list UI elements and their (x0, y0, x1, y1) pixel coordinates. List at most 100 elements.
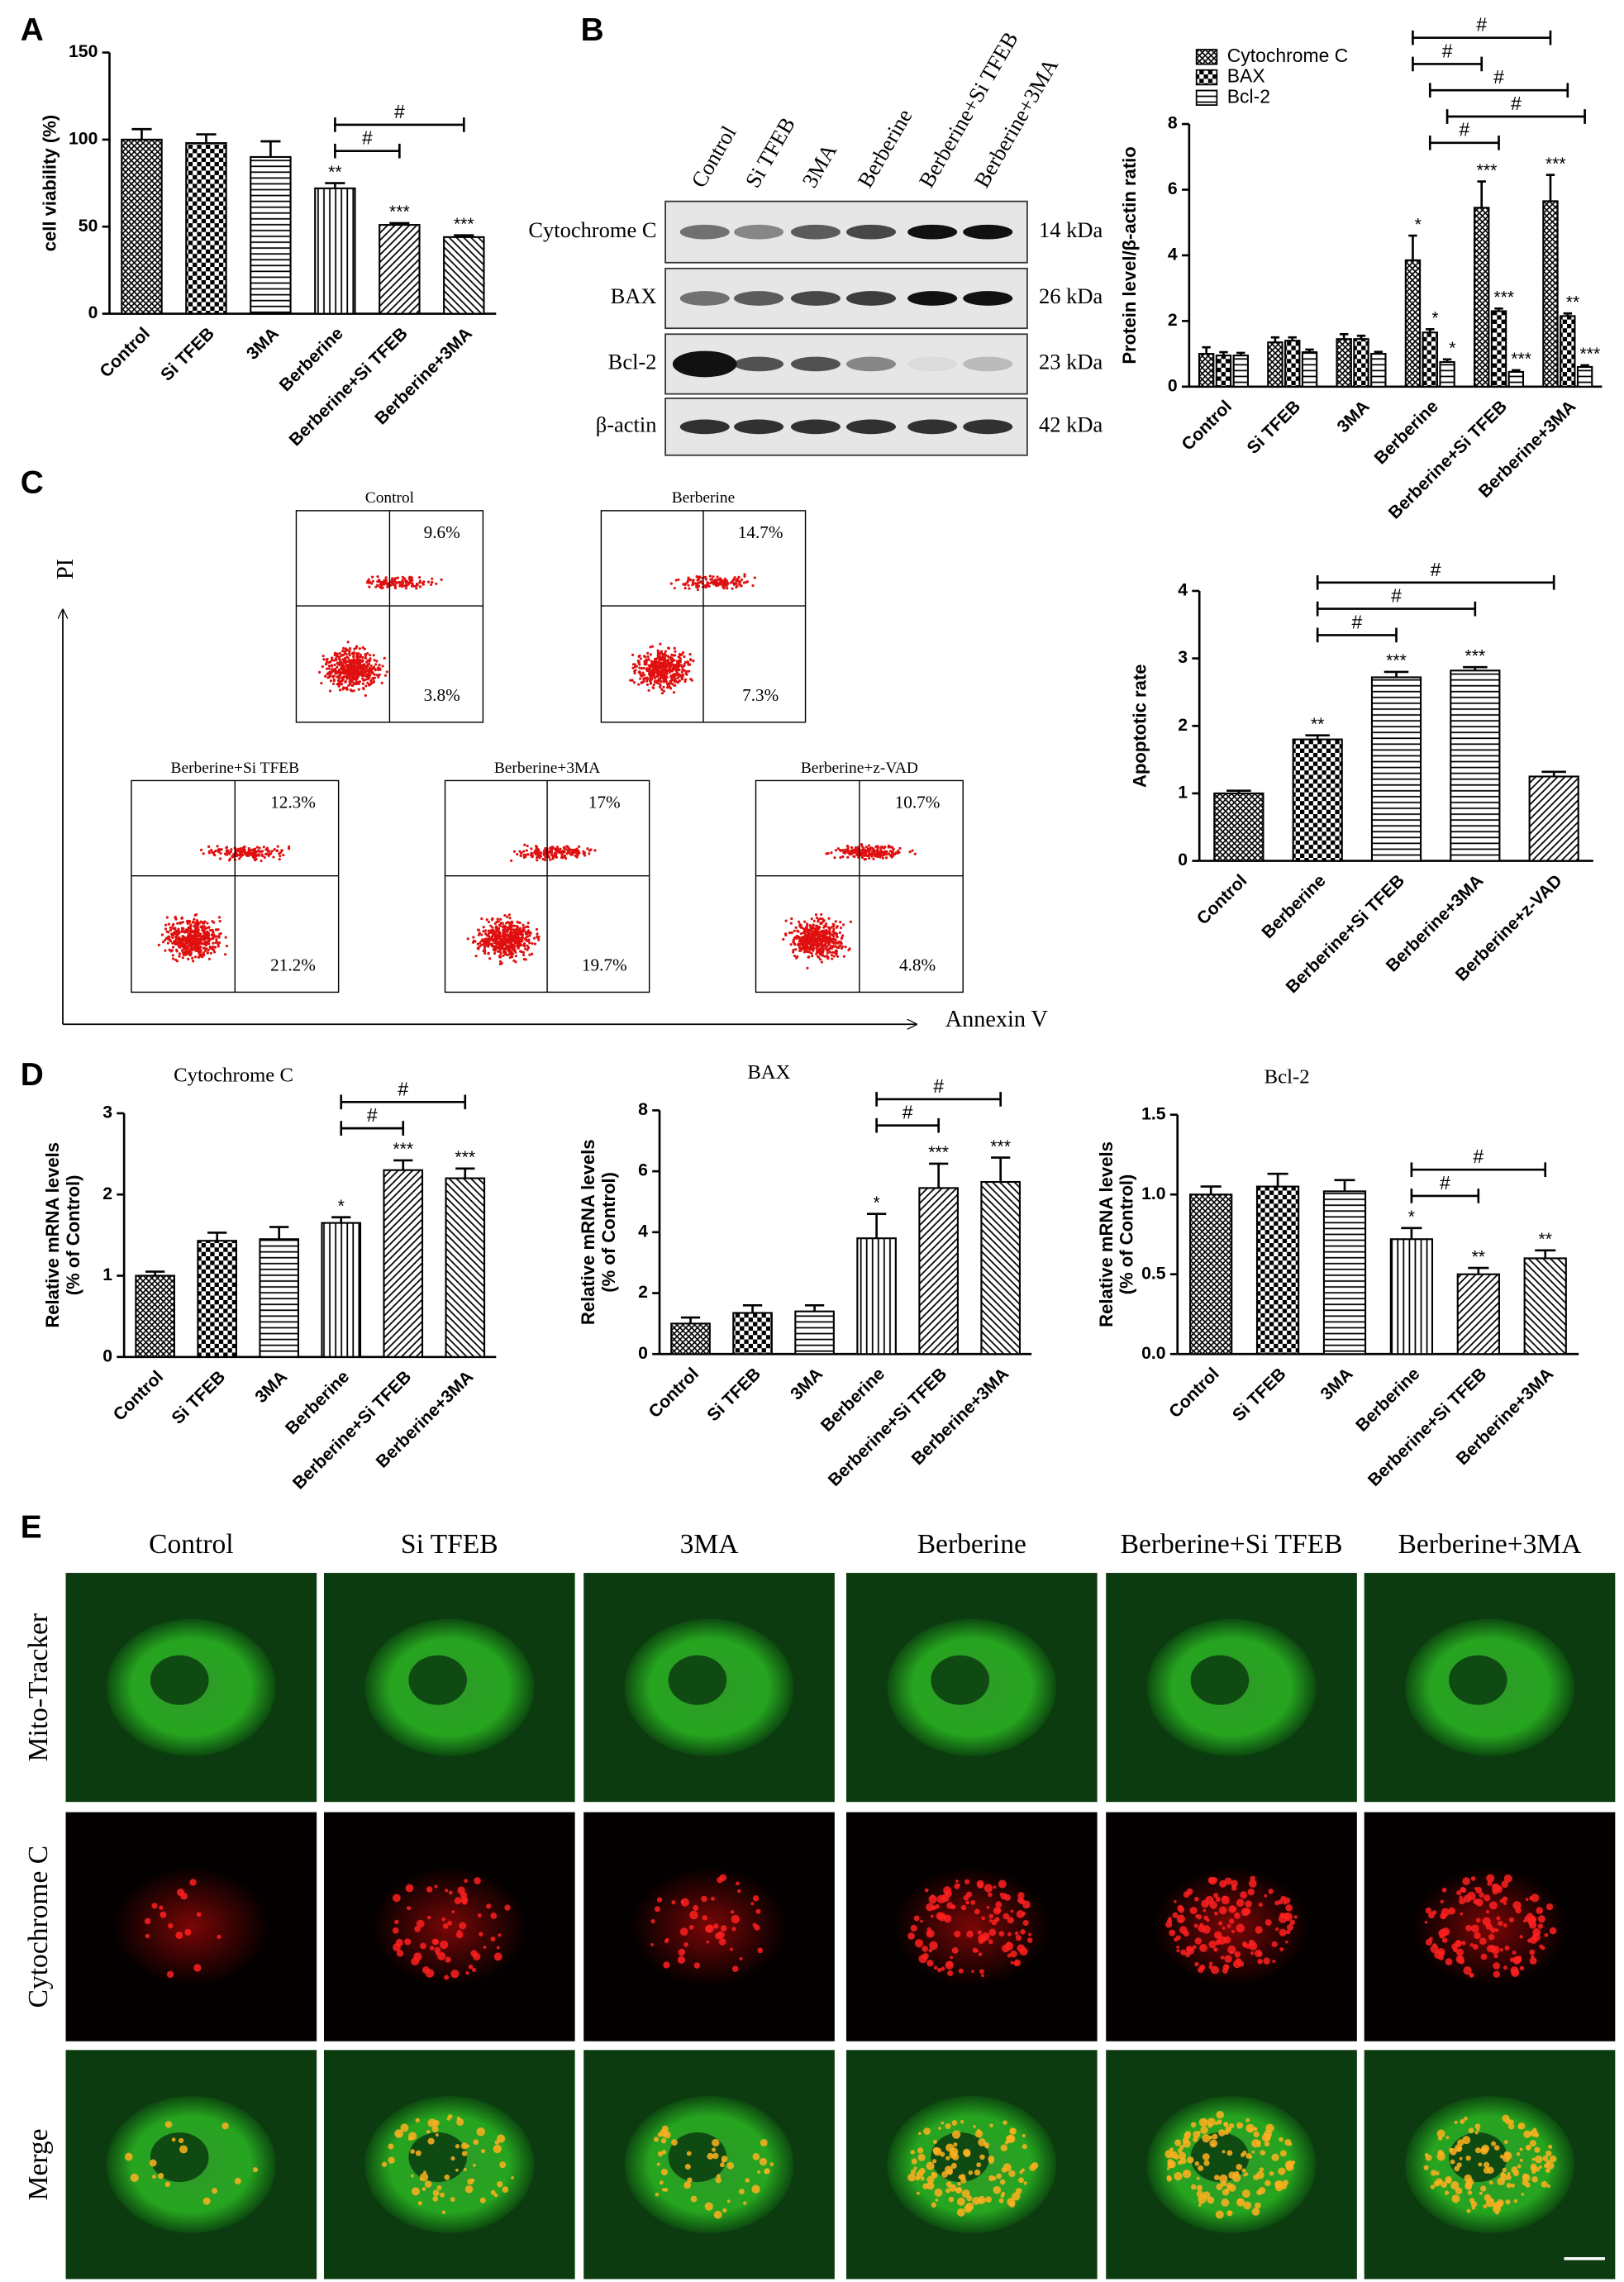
significance-bracket (875, 1117, 940, 1133)
bar (1528, 775, 1579, 862)
panel-label: E (21, 1509, 42, 1545)
flow-event (189, 941, 193, 945)
flow-event (512, 924, 516, 927)
flow-event (830, 926, 833, 929)
red-puncta (441, 1917, 445, 1922)
flow-event (241, 853, 245, 856)
flow-event (820, 946, 823, 950)
merge-puncta (415, 2150, 421, 2156)
bracket-label: # (398, 1078, 408, 1099)
flow-event (817, 949, 821, 952)
flow-event (359, 663, 362, 667)
flow-event (816, 929, 819, 933)
flow-event (502, 932, 505, 936)
flow-event (531, 855, 535, 858)
red-puncta (955, 1879, 959, 1884)
red-puncta (1502, 1896, 1508, 1903)
flow-event (348, 674, 351, 678)
merge-puncta (743, 2201, 747, 2205)
merge-puncta (1012, 2192, 1021, 2201)
flow-event (171, 957, 175, 960)
merge-puncta (690, 2195, 698, 2203)
flow-event (646, 651, 650, 655)
y-tick-label: 4 (1178, 581, 1188, 600)
merge-puncta (917, 2153, 926, 2161)
flow-event (352, 689, 355, 693)
flow-event (831, 957, 834, 960)
flow-event (516, 928, 519, 931)
flow-event (250, 849, 253, 852)
flow-event (664, 662, 668, 666)
flow-event (531, 952, 534, 955)
flow-event (709, 581, 712, 584)
red-puncta (918, 1954, 927, 1964)
flow-event (510, 920, 514, 923)
blot-band (790, 356, 841, 372)
flow-event (207, 957, 211, 960)
merge-puncta (1259, 2167, 1264, 2172)
red-puncta (1180, 1949, 1187, 1956)
flow-event (643, 655, 646, 658)
flow-event (361, 686, 365, 690)
red-puncta (420, 1942, 426, 1950)
flow-event (792, 950, 795, 954)
flow-event (658, 685, 662, 688)
flow-event (673, 679, 676, 682)
red-puncta (442, 1922, 449, 1929)
blot-band (963, 224, 1013, 240)
red-puncta (720, 1925, 727, 1932)
flow-event (195, 942, 198, 946)
merge-puncta (464, 2185, 474, 2194)
flow-event (514, 941, 517, 944)
flow-event (179, 922, 182, 925)
flow-event (838, 944, 841, 947)
flow-event (564, 856, 568, 860)
flow-event (526, 844, 529, 848)
flow-event (401, 580, 405, 584)
significance-label: *** (454, 215, 474, 234)
flow-event (804, 944, 807, 947)
blot-band (734, 224, 784, 240)
error-bar (1226, 789, 1251, 793)
flow-event (167, 922, 170, 926)
red-puncta (1511, 1969, 1520, 1978)
y-tick-label: 0 (638, 1344, 648, 1363)
flow-event (287, 845, 291, 849)
flow-event (193, 955, 198, 959)
merge-puncta (432, 2189, 440, 2197)
flow-event (738, 580, 742, 584)
flow-event (191, 948, 194, 951)
blot-band (672, 350, 737, 378)
flow-event (327, 671, 331, 674)
bar (1370, 353, 1387, 388)
flow-event (511, 934, 514, 937)
x-tick-label: Berberine+Si TFEB (286, 324, 412, 450)
flow-event (495, 942, 499, 946)
flow-event (367, 683, 371, 687)
flow-event (731, 587, 734, 590)
flow-event (255, 857, 258, 860)
flow-event (493, 941, 497, 945)
flow-event (562, 846, 565, 850)
significance-bracket (875, 1092, 1002, 1107)
bar (1560, 315, 1576, 388)
merge-puncta (1534, 2155, 1543, 2164)
merge-puncta (950, 2162, 957, 2169)
flow-event (358, 680, 361, 684)
merge-puncta (1529, 2140, 1536, 2147)
merge-puncta (712, 2138, 720, 2147)
flow-event (364, 669, 368, 673)
merge-puncta (1430, 2184, 1436, 2189)
red-puncta (730, 1947, 733, 1951)
flow-event (199, 920, 202, 923)
merge-puncta (1506, 2175, 1512, 2180)
flow-event (501, 935, 504, 938)
red-puncta (688, 1925, 694, 1930)
flow-event (193, 924, 197, 927)
merge-puncta (1503, 2140, 1508, 2144)
flow-event (664, 650, 667, 653)
red-puncta (1493, 1970, 1501, 1978)
flow-event (477, 947, 480, 950)
column-label: Berberine (917, 1529, 1026, 1560)
red-puncta (910, 1924, 917, 1932)
